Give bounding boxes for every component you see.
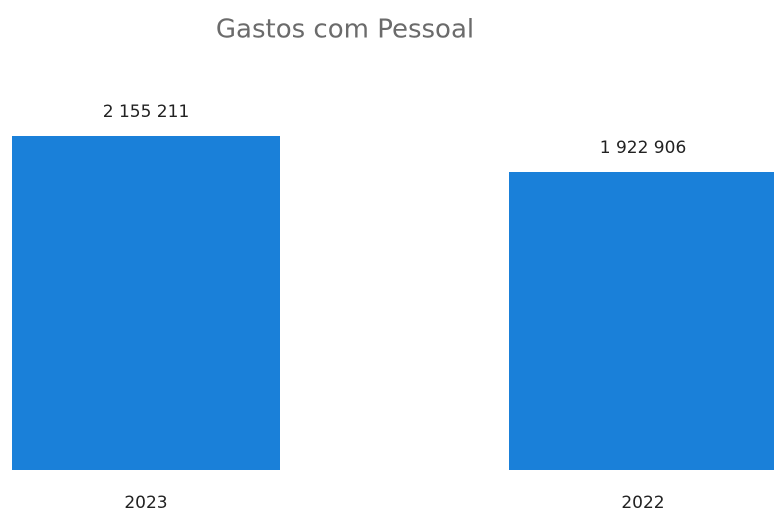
x-tick-label: 2022 [621,493,664,512]
bar [12,136,280,470]
value-label: 1 922 906 [600,138,687,158]
chart-title: Gastos com Pessoal [216,15,474,45]
x-tick-label: 2023 [124,493,167,512]
bar [509,172,774,471]
value-label: 2 155 211 [103,102,190,122]
